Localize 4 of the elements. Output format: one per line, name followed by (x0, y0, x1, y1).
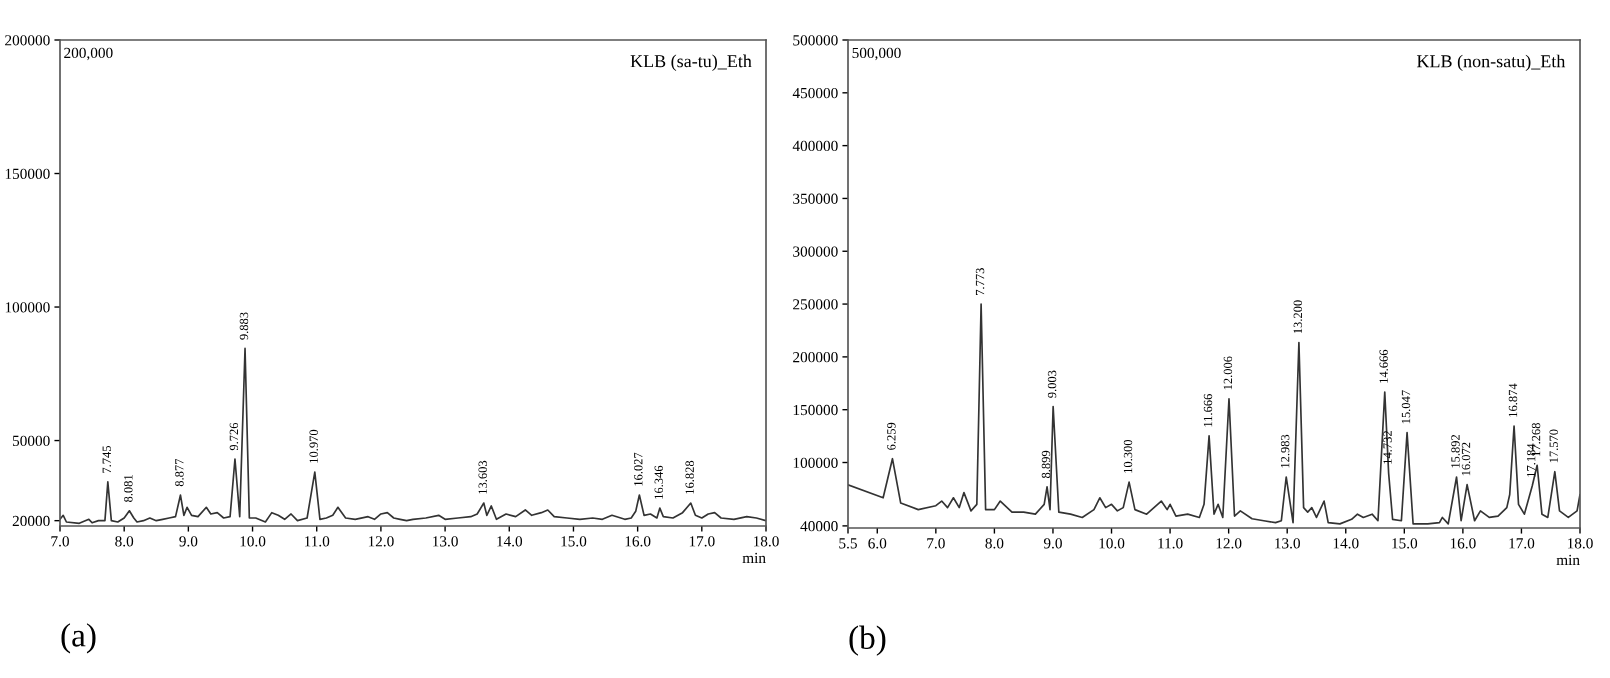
text: (b) (849, 625, 886, 656)
text: (a) (61, 623, 96, 654)
text: KLB (sa-tu)_Eth (630, 54, 752, 71)
text: KLB (non-satu)_Eth (1416, 54, 1566, 72)
